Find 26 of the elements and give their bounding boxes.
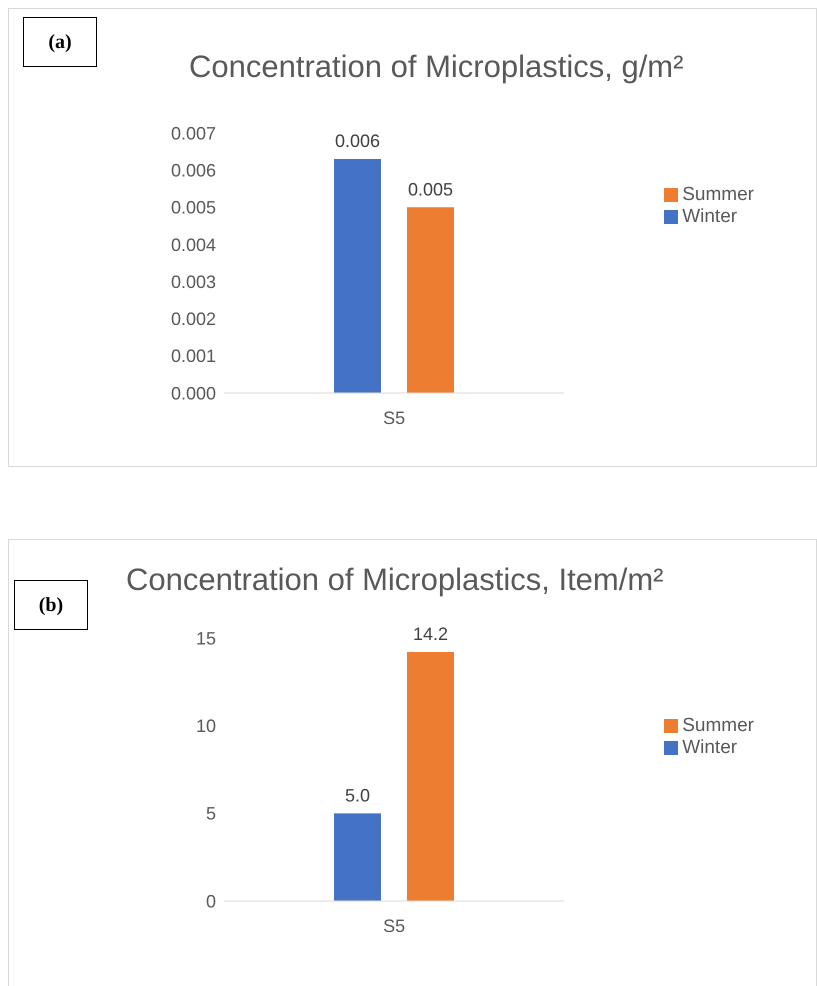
legend-label: Summer <box>682 715 754 736</box>
legend-label: Winter <box>682 737 738 758</box>
y-tick-label: 5 <box>206 804 216 824</box>
chart-title: Concentration of Microplastics, g/m² <box>189 49 684 85</box>
y-tick-label: 0.004 <box>170 234 216 255</box>
y-tick-label: 0.007 <box>170 123 216 144</box>
y-tick-label: 0 <box>206 891 216 912</box>
chart-title: Concentration of Microplastics, Item/m² <box>126 562 664 598</box>
y-tick-label: 15 <box>196 628 216 648</box>
x-tick-label: S5 <box>383 408 406 428</box>
text: (b) <box>14 580 88 630</box>
y-tick-label: 0.003 <box>170 272 216 292</box>
y-tick-label: 0.005 <box>170 198 216 218</box>
y-tick-label: 0.002 <box>170 309 216 330</box>
data-label: 14.2 <box>412 624 448 644</box>
legend-label: Summer <box>682 184 754 205</box>
x-tick-label: S5 <box>383 916 406 936</box>
data-label: 0.006 <box>334 131 380 151</box>
y-tick-label: 0.000 <box>170 383 216 404</box>
y-tick-label: 0.001 <box>170 346 216 366</box>
y-tick-label: 10 <box>196 716 216 736</box>
y-tick-label: 0.006 <box>170 160 216 181</box>
text: (a) <box>23 17 97 67</box>
data-label: 0.005 <box>408 179 454 200</box>
data-label: 5.0 <box>344 785 370 806</box>
legend-label: Winter <box>682 206 738 227</box>
